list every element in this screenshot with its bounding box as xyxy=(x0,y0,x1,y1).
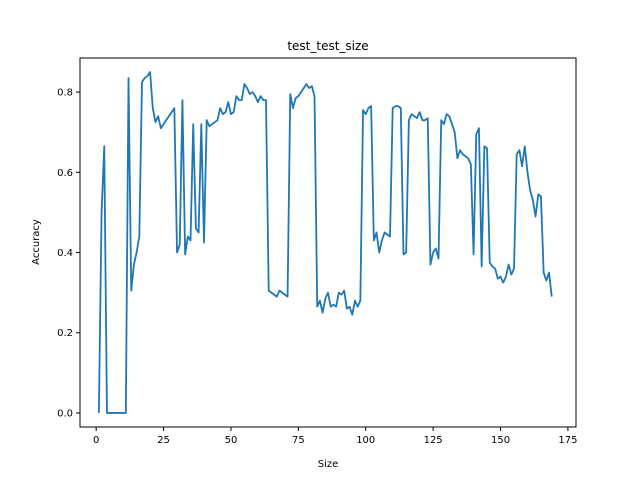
x-tick-label: 150 xyxy=(491,435,510,446)
plot-area xyxy=(97,71,553,414)
y-tick-label: 0.6 xyxy=(57,168,73,179)
y-tick-label: 0.0 xyxy=(57,408,73,419)
y-tick-label: 0.4 xyxy=(57,248,73,259)
x-axis-label: Size xyxy=(318,459,339,470)
chart-title: test_test_size xyxy=(287,39,368,53)
y-tick-label: 0.8 xyxy=(57,88,73,99)
y-tick-label: 0.2 xyxy=(57,328,73,339)
y-axis: 0.0 0.2 0.4 0.6 0.8 xyxy=(57,88,80,419)
axes-frame xyxy=(79,57,577,428)
x-tick-label: 25 xyxy=(157,435,170,446)
y-axis-label: Accuracy xyxy=(31,219,42,265)
x-tick-label: 100 xyxy=(356,435,375,446)
series-line xyxy=(97,71,553,414)
x-tick-label: 75 xyxy=(292,435,305,446)
x-axis: 0 25 50 75 100 125 150 175 xyxy=(93,427,577,446)
x-tick-label: 0 xyxy=(93,435,99,446)
x-tick-label: 175 xyxy=(558,435,577,446)
x-tick-label: 50 xyxy=(225,435,238,446)
x-tick-label: 125 xyxy=(424,435,443,446)
